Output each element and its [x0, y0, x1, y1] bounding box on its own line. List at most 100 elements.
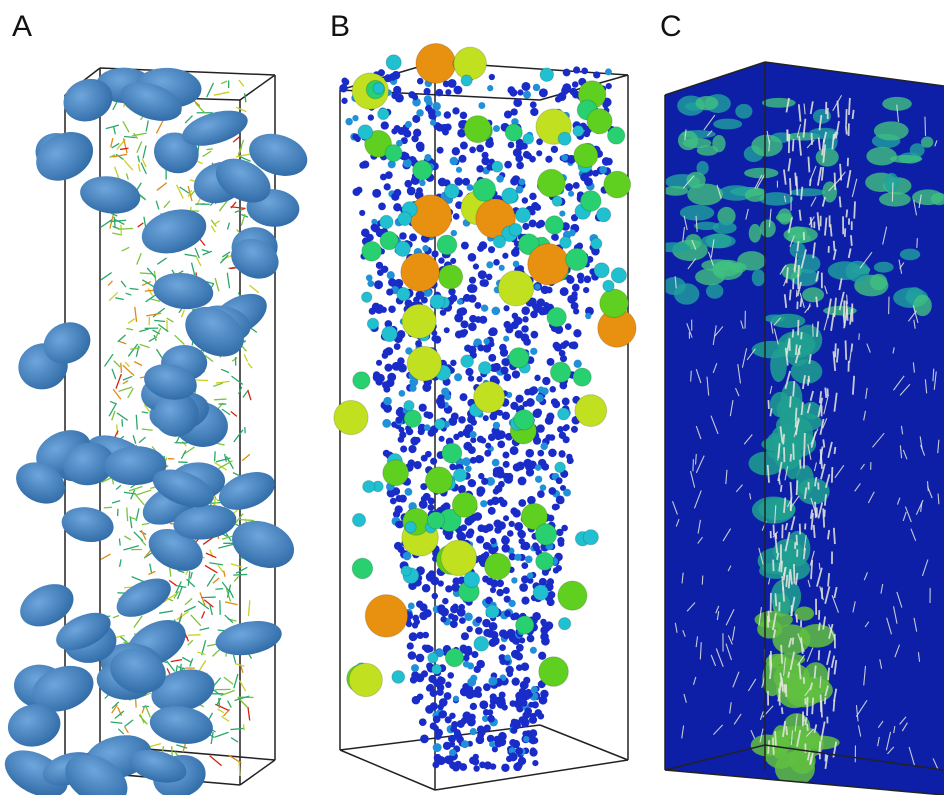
- vector: [124, 492, 136, 494]
- droplet: [539, 696, 548, 705]
- vector: [111, 138, 113, 147]
- vector: [238, 140, 243, 155]
- concentration: [879, 192, 911, 207]
- droplet: [439, 265, 463, 289]
- droplet: [526, 398, 535, 407]
- vector: [231, 207, 245, 209]
- droplet: [386, 288, 393, 295]
- vector: [137, 253, 142, 264]
- droplet: [392, 671, 405, 684]
- droplet: [520, 699, 527, 706]
- vector: [248, 363, 252, 368]
- vector: [104, 507, 112, 508]
- droplet: [479, 700, 488, 709]
- droplet: [507, 671, 513, 677]
- streak: [815, 502, 816, 518]
- droplet: [476, 535, 484, 543]
- droplet: [493, 422, 500, 429]
- vector: [157, 183, 167, 191]
- droplet: [537, 490, 545, 498]
- vector: [188, 635, 201, 636]
- panel-label: A: [12, 10, 32, 43]
- vector: [125, 727, 129, 733]
- droplet: [504, 654, 510, 660]
- droplet: [424, 154, 431, 161]
- droplet: [538, 386, 545, 393]
- droplet: [454, 732, 462, 740]
- vector: [169, 580, 176, 585]
- droplet: [495, 485, 503, 493]
- streak: [779, 562, 780, 571]
- streak: [832, 467, 833, 483]
- droplet: [523, 91, 531, 99]
- droplet: [445, 648, 463, 666]
- vector: [122, 247, 130, 251]
- streak: [834, 528, 835, 544]
- vector: [216, 381, 230, 383]
- droplet: [523, 459, 532, 468]
- droplet: [496, 579, 504, 587]
- droplet: [511, 677, 519, 685]
- droplet: [493, 236, 505, 248]
- droplet: [425, 705, 434, 714]
- vector: [225, 602, 238, 605]
- droplet: [545, 156, 552, 163]
- vector: [181, 450, 185, 458]
- vector: [143, 145, 146, 158]
- streak: [849, 98, 850, 115]
- vector: [248, 707, 250, 720]
- droplet: [519, 178, 526, 185]
- streak: [853, 376, 854, 395]
- streak: [796, 345, 797, 355]
- droplet: [574, 143, 598, 167]
- vector: [119, 387, 132, 391]
- droplet: [530, 386, 538, 394]
- droplet: [481, 305, 488, 312]
- droplet: [485, 524, 493, 532]
- droplet: [461, 242, 469, 250]
- particle: [151, 270, 215, 312]
- vector: [138, 164, 140, 172]
- droplet: [428, 504, 435, 511]
- streak: [816, 297, 817, 307]
- droplet: [416, 109, 424, 117]
- droplet: [454, 86, 463, 95]
- vector: [150, 564, 152, 573]
- droplet: [463, 428, 471, 436]
- droplet: [365, 595, 407, 637]
- vector: [175, 335, 185, 344]
- streak: [810, 179, 811, 186]
- droplet: [400, 446, 407, 453]
- vector: [144, 217, 146, 227]
- particle: [59, 503, 116, 546]
- droplet: [603, 280, 614, 291]
- droplet: [599, 166, 607, 174]
- vector: [123, 365, 134, 375]
- droplet: [426, 412, 433, 419]
- streak: [928, 481, 929, 491]
- droplet: [372, 189, 381, 198]
- droplet: [471, 651, 478, 658]
- droplet: [604, 171, 631, 198]
- droplet: [445, 682, 451, 688]
- droplet: [480, 279, 488, 287]
- streak: [807, 697, 808, 716]
- droplet: [497, 521, 506, 530]
- vector: [134, 616, 142, 628]
- droplet: [516, 616, 534, 634]
- streak: [823, 439, 824, 447]
- droplet: [422, 383, 431, 392]
- droplet: [488, 354, 496, 362]
- vector: [108, 281, 112, 286]
- droplet: [515, 747, 523, 755]
- droplet: [513, 464, 520, 471]
- droplet: [562, 425, 568, 431]
- vector: [142, 280, 155, 288]
- droplet: [387, 271, 395, 279]
- droplet: [493, 470, 500, 477]
- vector: [118, 229, 133, 230]
- droplet: [510, 507, 517, 514]
- panel-b: [334, 44, 636, 790]
- streak: [819, 623, 820, 631]
- vector: [109, 292, 118, 300]
